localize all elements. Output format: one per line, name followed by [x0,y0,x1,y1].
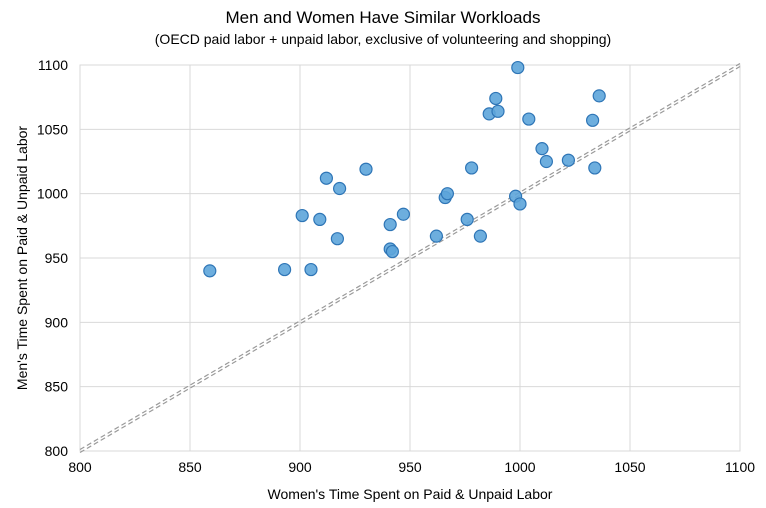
x-tick-label: 1050 [614,459,645,475]
x-axis-label: Women's Time Spent on Paid & Unpaid Labo… [268,486,553,502]
x-tick-label: 800 [68,459,92,475]
y-tick-label: 900 [45,314,69,330]
y-axis-ticks: 800 850 900 950 1000 1050 1100 [37,57,68,459]
data-point [278,262,292,277]
y-tick-label: 800 [45,443,69,459]
data-point [330,232,344,246]
y-tick-label: 1000 [37,186,68,202]
data-point [592,89,606,103]
data-point [473,229,487,243]
x-tick-label: 950 [398,459,422,475]
data-point [588,161,602,175]
data-point [313,212,327,226]
data-point [535,142,549,156]
data-point [203,264,217,278]
data-point [396,207,410,221]
y-tick-label: 1050 [37,121,68,137]
data-point [319,171,333,185]
data-point [333,181,347,196]
data-point [513,197,527,211]
data-point [429,229,443,243]
y-tick-label: 850 [45,379,69,395]
data-point [511,60,525,75]
y-axis-label: Men's Time Spent on Paid & Unpaid Labor [14,126,30,390]
data-point [460,212,474,226]
y-tick-label: 950 [45,250,69,266]
x-axis-ticks: 800 850 900 950 1000 1050 1100 [68,459,755,475]
data-point [585,113,600,127]
data-point [295,208,309,223]
data-point [385,244,399,259]
data-point [383,217,397,232]
data-point [489,91,503,106]
data-point [304,262,318,277]
y-tick-label: 1100 [38,57,68,73]
chart-subtitle: (OECD paid labor + unpaid labor, exclusi… [154,31,612,47]
data-point [539,154,554,169]
grid [79,64,741,452]
chart-title: Men and Women Have Similar Workloads [225,8,541,27]
data-points [203,60,606,278]
data-point [440,187,454,201]
data-point [359,162,373,176]
data-point [522,112,536,126]
data-point [491,104,505,118]
x-tick-label: 1100 [725,459,755,475]
x-tick-label: 1000 [504,459,535,475]
x-tick-label: 850 [178,459,202,475]
plot-area-border [79,64,741,452]
data-point [465,161,479,175]
x-tick-label: 900 [288,459,312,475]
data-point [561,153,576,167]
